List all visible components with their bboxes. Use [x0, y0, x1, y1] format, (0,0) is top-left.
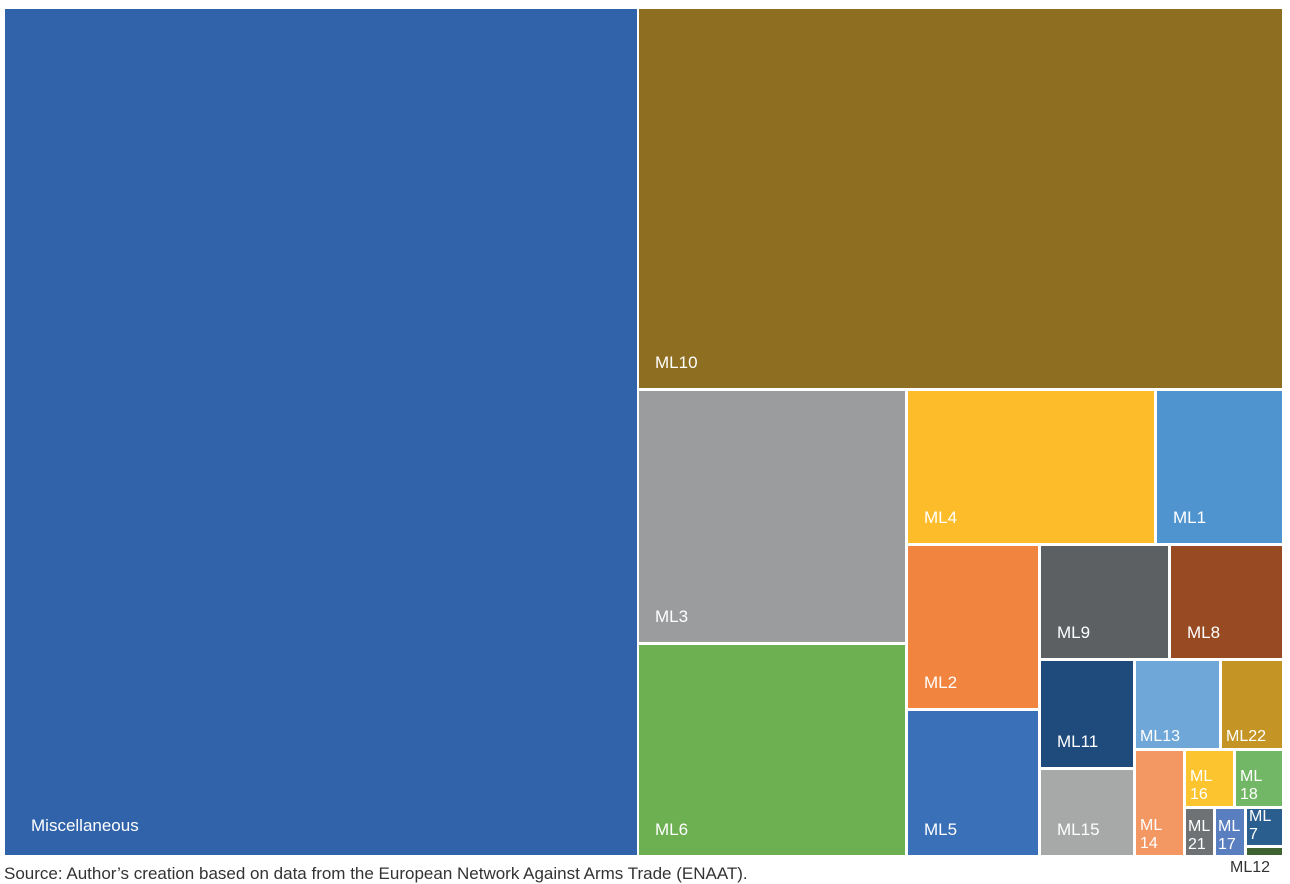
- tile-label-ml11: ML11: [1057, 732, 1099, 751]
- tile-ml8: ML8: [1171, 546, 1282, 658]
- tile-label-ml7: ML 7: [1249, 809, 1272, 843]
- tile-ml15: ML15: [1041, 770, 1133, 855]
- tile-label-misc: Miscellaneous: [31, 816, 139, 835]
- tile-ml17: ML 17: [1216, 809, 1244, 855]
- tile-label-ml13: ML13: [1140, 728, 1181, 745]
- tile-ml21: ML 21: [1186, 809, 1213, 855]
- tile-label-ml14: ML 14: [1140, 817, 1163, 852]
- tile-ml7: ML 7: [1247, 809, 1282, 845]
- tile-label-ml8: ML8: [1187, 623, 1221, 642]
- ml12-outside-label: ML12: [1230, 859, 1271, 876]
- tile-label-ml5: ML5: [924, 820, 958, 839]
- tile-misc: Miscellaneous: [5, 9, 637, 855]
- tile-label-ml17: ML 17: [1218, 818, 1241, 853]
- tile-ml2: ML2: [908, 546, 1038, 708]
- tile-ml5: ML5: [908, 711, 1038, 855]
- tile-label-ml2: ML2: [924, 673, 958, 692]
- tile-label-ml16: ML 16: [1190, 768, 1213, 803]
- tile-label-ml21: ML 21: [1188, 818, 1211, 853]
- source-note: Source: Author’s creation based on data …: [4, 864, 748, 883]
- tile-ml22: ML22: [1222, 661, 1282, 748]
- tile-ml14: ML 14: [1136, 751, 1183, 855]
- tile-ml13: ML13: [1136, 661, 1219, 748]
- tile-ml11: ML11: [1041, 661, 1133, 767]
- tile-ml1: ML1: [1157, 391, 1282, 543]
- tile-label-ml9: ML9: [1057, 623, 1091, 642]
- tile-ml6: ML6: [639, 645, 905, 855]
- tile-label-ml1: ML1: [1173, 508, 1207, 527]
- tile-ml9: ML9: [1041, 546, 1168, 658]
- tile-ml12: [1247, 848, 1282, 855]
- tile-label-ml22: ML22: [1226, 728, 1267, 745]
- tile-ml3: ML3: [639, 391, 905, 642]
- tile-label-ml18: ML 18: [1240, 768, 1263, 803]
- tile-ml18: ML 18: [1236, 751, 1282, 806]
- tile-label-ml3: ML3: [655, 607, 689, 626]
- tile-label-ml10: ML10: [655, 353, 698, 372]
- tile-label-ml4: ML4: [924, 508, 958, 527]
- tile-label-ml15: ML15: [1057, 820, 1100, 839]
- tile-label-ml6: ML6: [655, 820, 689, 839]
- tile-ml4: ML4: [908, 391, 1154, 543]
- tile-ml16: ML 16: [1186, 751, 1233, 806]
- tile-ml10: ML10: [639, 9, 1282, 388]
